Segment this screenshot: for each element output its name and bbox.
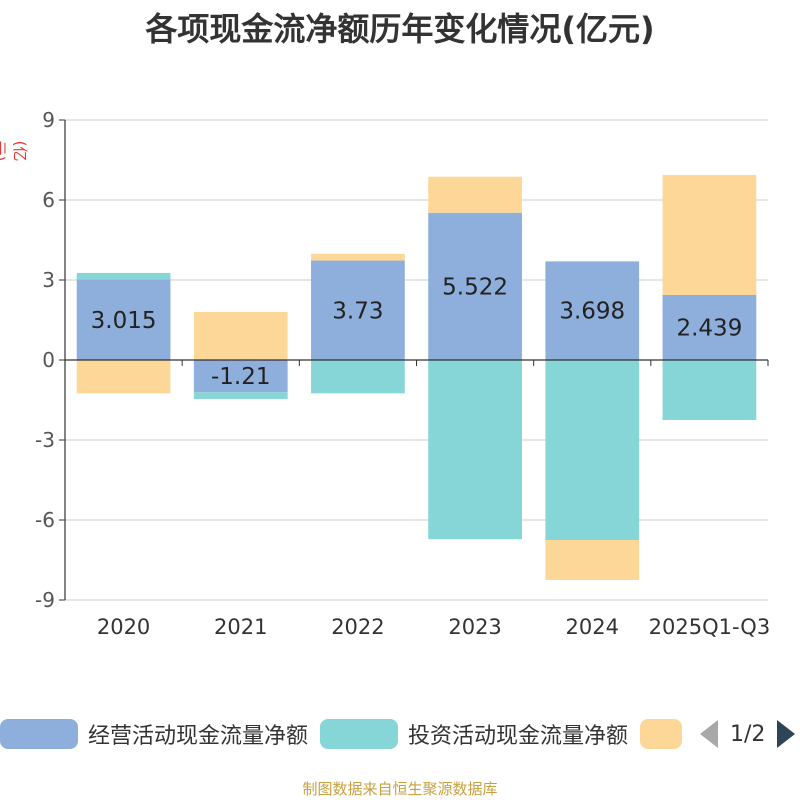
y-tick-label: 9 <box>42 108 55 132</box>
x-tick-label: 2023 <box>448 615 501 639</box>
bar-segment <box>76 360 171 394</box>
legend-swatch-operating <box>0 719 78 749</box>
bar-segment <box>428 176 522 213</box>
bar-segment <box>428 360 522 540</box>
legend-next-icon[interactable] <box>777 720 796 748</box>
legend-page-indicator: 1/2 <box>730 721 766 747</box>
y-tick-label: 3 <box>42 268 55 292</box>
legend-label-investing: 投资活动现金流量净额 <box>408 724 629 749</box>
bar-value-label: 2.439 <box>676 315 742 341</box>
legend-label-operating: 经营活动现金流量净额 <box>88 724 309 749</box>
x-tick-label: 2025Q1-Q3 <box>649 615 771 639</box>
legend-pager: 1/2 <box>700 712 796 756</box>
source-note: 制图数据来自恒生聚源数据库 <box>302 780 498 798</box>
bar-segment <box>76 272 171 280</box>
bar-value-label: 3.698 <box>559 299 625 325</box>
y-tick-label: -9 <box>35 588 55 612</box>
legend-prev-icon[interactable] <box>700 720 718 748</box>
bar-segment <box>193 312 288 360</box>
legend-swatch-investing <box>320 719 398 749</box>
x-tick-label: 2022 <box>331 615 384 639</box>
chart-title: 各项现金流净额历年变化情况(亿元) <box>145 10 655 48</box>
bar-segment <box>311 260 405 360</box>
bar-segment <box>545 540 640 580</box>
legend-item-operating[interactable]: 经营活动现金流量净额 <box>0 712 308 756</box>
bar-segment <box>193 392 288 399</box>
bar-value-label: 3.73 <box>332 298 383 324</box>
bar-value-label: 3.015 <box>91 308 157 334</box>
bar-value-label: 5.522 <box>442 274 508 300</box>
x-tick-label: 2024 <box>566 615 619 639</box>
legend-item-investing[interactable]: 投资活动现金流量净额 <box>320 712 628 756</box>
legend: 经营活动现金流量净额 投资活动现金流量净额 1/2 <box>0 712 800 756</box>
y-tick-label: -6 <box>35 508 55 532</box>
bar-segment <box>545 360 640 540</box>
bar-segment <box>311 253 405 261</box>
legend-swatch-financing <box>640 719 682 749</box>
bar-segment <box>76 279 171 360</box>
bar-value-label: -1.21 <box>211 364 271 390</box>
bar-segment <box>662 294 757 360</box>
bar-segment <box>193 360 288 393</box>
bar-segment <box>428 212 522 360</box>
y-tick-label: 6 <box>42 188 55 212</box>
x-tick-label: 2021 <box>214 615 267 639</box>
bar-segment <box>662 174 757 295</box>
bar-segment <box>311 360 405 394</box>
y-tick-label: 0 <box>42 348 55 372</box>
y-tick-label: -3 <box>35 428 55 452</box>
bar-segment <box>545 261 640 360</box>
x-tick-label: 2020 <box>97 615 150 639</box>
bar-segment <box>662 360 757 420</box>
legend-item-financing[interactable] <box>640 712 682 756</box>
